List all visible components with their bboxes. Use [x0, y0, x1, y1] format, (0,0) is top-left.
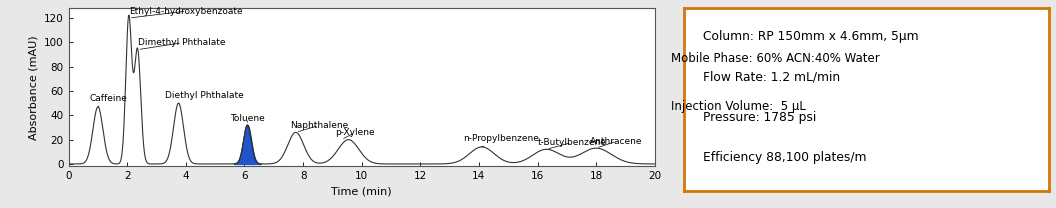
Text: Naphthalene: Naphthalene: [290, 121, 348, 131]
Text: t-Butylbenzene: t-Butylbenzene: [538, 138, 606, 149]
Text: Column: RP 150mm x 4.6mm, 5μm: Column: RP 150mm x 4.6mm, 5μm: [702, 30, 918, 43]
Text: Mobile Phase: 60% ACN:40% Water: Mobile Phase: 60% ACN:40% Water: [671, 52, 880, 65]
Text: Pressure: 1785 psi: Pressure: 1785 psi: [702, 111, 815, 124]
Text: n-Propylbenzene: n-Propylbenzene: [463, 134, 539, 147]
Text: p-Xylene: p-Xylene: [336, 128, 375, 138]
X-axis label: Time (min): Time (min): [332, 187, 392, 197]
Text: Toluene: Toluene: [230, 114, 265, 123]
Text: Ethyl-4-hydroxybenzoate: Ethyl-4-hydroxybenzoate: [130, 7, 243, 18]
Text: Dimethyl Phthalate: Dimethyl Phthalate: [138, 38, 226, 49]
Text: Efficiency 88,100 plates/m: Efficiency 88,100 plates/m: [702, 151, 866, 164]
Y-axis label: Absorbance (mAU): Absorbance (mAU): [29, 35, 38, 140]
Text: Injection Volume:  5 μL: Injection Volume: 5 μL: [671, 100, 806, 113]
Text: Anthracene: Anthracene: [590, 137, 643, 147]
Text: Flow Rate: 1.2 mL/min: Flow Rate: 1.2 mL/min: [702, 71, 840, 84]
Text: Diethyl Phthalate: Diethyl Phthalate: [166, 90, 244, 103]
Text: Caffeine: Caffeine: [90, 94, 128, 107]
